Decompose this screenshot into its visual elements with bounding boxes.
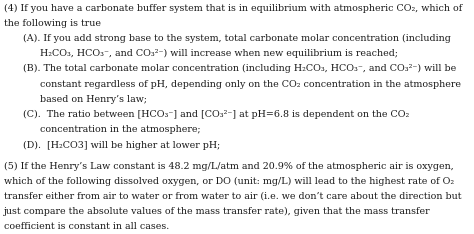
- Text: transfer either from air to water or from water to air (i.e. we don’t care about: transfer either from air to water or fro…: [4, 192, 461, 201]
- Text: based on Henry’s law;: based on Henry’s law;: [40, 95, 147, 104]
- Text: coefficient is constant in all cases.: coefficient is constant in all cases.: [4, 222, 169, 231]
- Text: (5) If the Henry’s Law constant is 48.2 mg/L/atm and 20.9% of the atmospheric ai: (5) If the Henry’s Law constant is 48.2 …: [4, 161, 454, 171]
- Text: H₂CO₃, HCO₃⁻, and CO₃²⁻) will increase when new equilibrium is reached;: H₂CO₃, HCO₃⁻, and CO₃²⁻) will increase w…: [40, 49, 398, 58]
- Text: which of the following dissolved oxygen, or DO (unit: mg/L) will lead to the hig: which of the following dissolved oxygen,…: [4, 177, 454, 186]
- Text: (B). The total carbonate molar concentration (including H₂CO₃, HCO₃⁻, and CO₃²⁻): (B). The total carbonate molar concentra…: [23, 64, 456, 73]
- Text: (D).  [H₂CO3] will be higher at lower pH;: (D). [H₂CO3] will be higher at lower pH;: [23, 140, 220, 150]
- Text: (C).  The ratio between [HCO₃⁻] and [CO₃²⁻] at pH=6.8 is dependent on the CO₂: (C). The ratio between [HCO₃⁻] and [CO₃²…: [23, 110, 409, 119]
- Text: just compare the absolute values of the mass transfer rate), given that the mass: just compare the absolute values of the …: [4, 207, 430, 216]
- Text: (A). If you add strong base to the system, total carbonate molar concentration (: (A). If you add strong base to the syste…: [23, 34, 451, 43]
- Text: (4) If you have a carbonate buffer system that is in equilibrium with atmospheri: (4) If you have a carbonate buffer syste…: [4, 4, 462, 13]
- Text: concentration in the atmosphere;: concentration in the atmosphere;: [40, 125, 201, 134]
- Text: the following is true: the following is true: [4, 19, 101, 28]
- Text: constant regardless of pH, depending only on the CO₂ concentration in the atmosp: constant regardless of pH, depending onl…: [40, 80, 461, 88]
